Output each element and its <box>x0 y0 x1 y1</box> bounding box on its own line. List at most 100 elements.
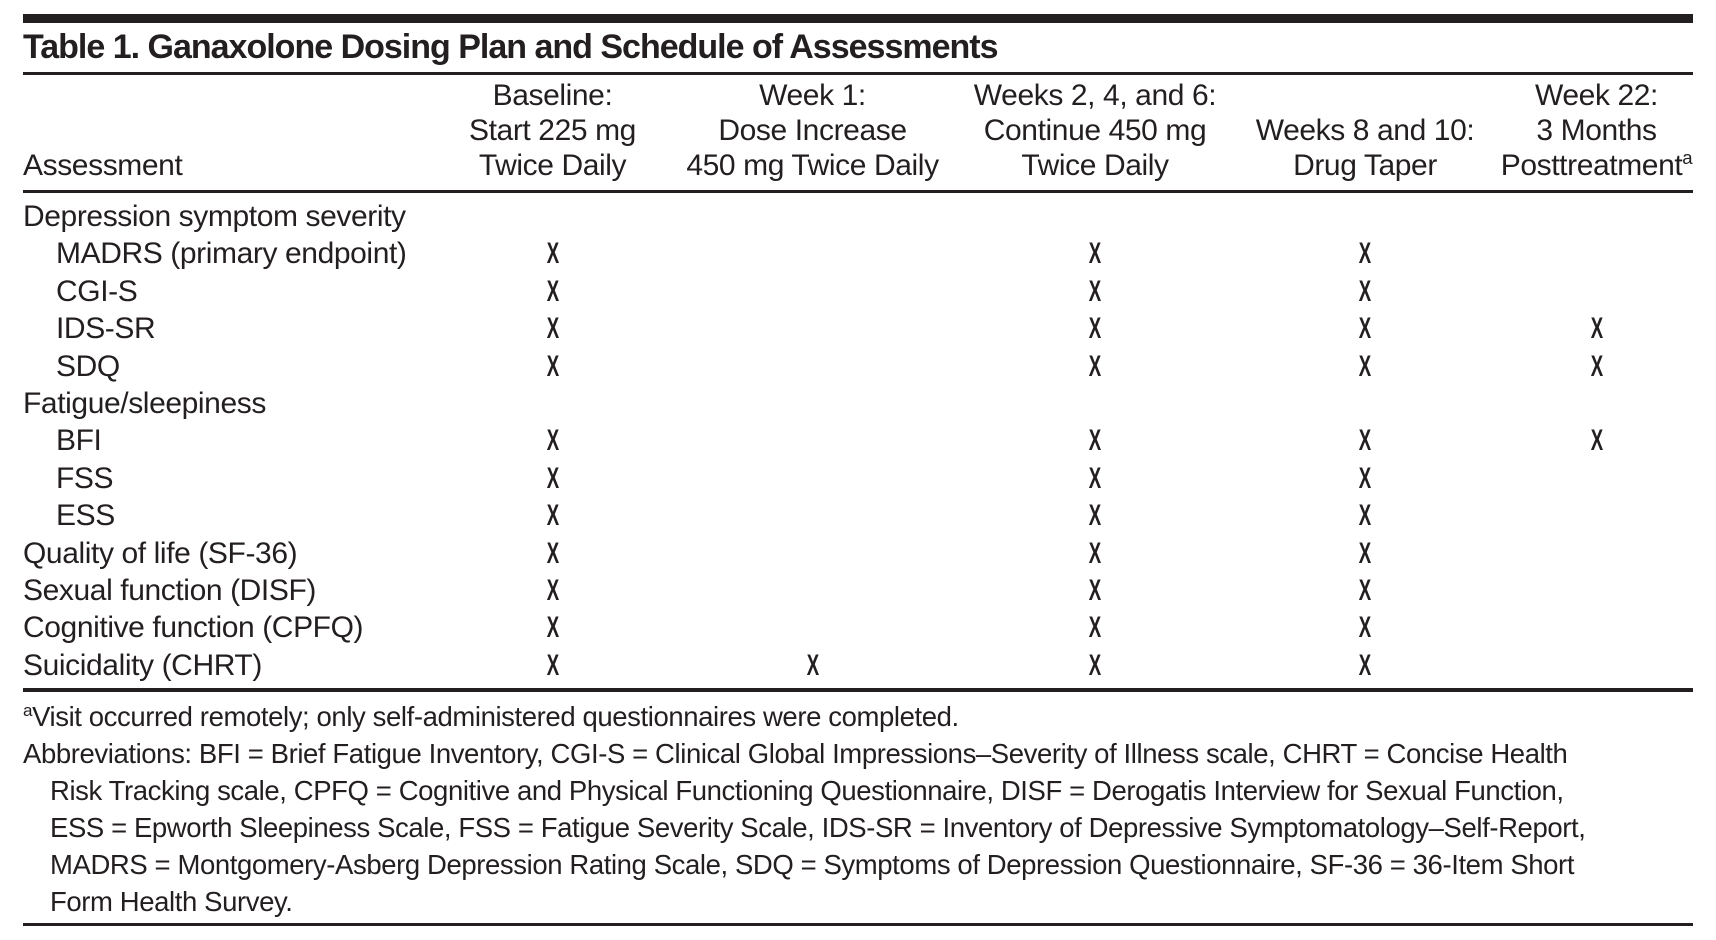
mark-cell <box>665 310 960 347</box>
header-rule <box>23 190 1693 193</box>
mark-cell: X <box>960 235 1230 272</box>
table-row: BFI X X X X <box>23 422 1693 459</box>
column-header: Week 22: 3 Months Posttreatmenta <box>1500 78 1693 183</box>
mark-cell: X <box>440 497 665 534</box>
mark-cell: X <box>440 460 665 497</box>
column-header-line: Drug Taper <box>1293 149 1437 182</box>
mark-cell: X <box>665 647 960 684</box>
mark-cell <box>665 235 960 272</box>
x-mark: X <box>1358 312 1372 346</box>
mark-cell <box>1500 385 1693 422</box>
mark-cell: X <box>440 609 665 646</box>
x-mark: X <box>1088 461 1102 495</box>
column-header-line: 450 mg Twice Daily <box>686 149 939 182</box>
x-mark: X <box>1358 424 1372 458</box>
column-header-line: Baseline: <box>492 79 613 112</box>
x-mark: X <box>1358 461 1372 495</box>
mark-cell <box>1500 497 1693 534</box>
x-mark: X <box>806 648 819 682</box>
mark-cell: X <box>1230 273 1500 310</box>
column-header-line: Twice Daily <box>1021 149 1169 182</box>
mark-cell: X <box>960 348 1230 385</box>
table-title: Table 1. Ganaxolone Dosing Plan and Sche… <box>23 28 999 66</box>
mark-cell: X <box>1230 460 1500 497</box>
column-header-line: Weeks 8 and 10: <box>1255 114 1475 147</box>
mark-cell <box>960 198 1230 235</box>
x-mark: X <box>1088 573 1102 607</box>
x-mark: X <box>546 274 559 308</box>
row-label: Cognitive function (CPFQ) <box>23 611 364 645</box>
x-mark: X <box>546 424 559 458</box>
mark-cell: X <box>1230 348 1500 385</box>
column-header: Baseline: Start 225 mg Twice Daily <box>440 78 665 183</box>
footnote-visit-note: aVisit occurred remotely; only self-admi… <box>23 700 959 733</box>
x-mark: X <box>1088 312 1102 346</box>
abbreviations-line: Risk Tracking scale, CPFQ = Cognitive an… <box>50 775 1564 807</box>
mark-cell: X <box>960 497 1230 534</box>
mark-cell: X <box>960 535 1230 572</box>
column-header-line: Twice Daily <box>478 149 627 182</box>
x-mark: X <box>546 499 559 533</box>
x-mark: X <box>1358 499 1372 533</box>
mark-cell <box>665 460 960 497</box>
x-mark: X <box>1358 237 1372 271</box>
assessment-column-header: Assessment <box>23 148 440 183</box>
table-row: CGI-S X X X <box>23 273 1693 310</box>
mark-cell <box>665 385 960 422</box>
row-label: ESS <box>56 499 115 533</box>
mark-cell: X <box>1230 535 1500 572</box>
x-mark: X <box>1590 349 1603 383</box>
table-row: IDS-SR X X X X <box>23 310 1693 347</box>
mark-cell: X <box>1500 310 1693 347</box>
column-header-line: Week 1: <box>759 79 866 112</box>
mark-cell <box>1500 647 1693 684</box>
abbreviations-line: MADRS = Montgomery-Asberg Depression Rat… <box>50 849 1575 881</box>
x-mark: X <box>1358 648 1372 682</box>
mark-cell <box>960 385 1230 422</box>
x-mark: X <box>546 648 559 682</box>
mark-cell <box>1500 572 1693 609</box>
mark-cell <box>665 198 960 235</box>
mark-cell: X <box>1500 422 1693 459</box>
mark-cell <box>440 385 665 422</box>
x-mark: X <box>1590 312 1603 346</box>
x-mark: X <box>1590 424 1603 458</box>
table-row: Quality of life (SF-36) X X X <box>23 535 1693 572</box>
x-mark: X <box>546 573 559 607</box>
mark-cell: X <box>960 273 1230 310</box>
mark-cell: X <box>960 572 1230 609</box>
table-row: MADRS (primary endpoint) X X X <box>23 235 1693 272</box>
mark-cell: X <box>960 460 1230 497</box>
mark-cell: X <box>1230 310 1500 347</box>
x-mark: X <box>1358 573 1372 607</box>
x-mark: X <box>1358 274 1372 308</box>
table-row: FSS X X X <box>23 460 1693 497</box>
mark-cell <box>1230 385 1500 422</box>
mark-cell: X <box>440 235 665 272</box>
footnotes: aVisit occurred remotely; only self-admi… <box>23 698 1693 920</box>
column-header-line: 3 Months <box>1536 114 1657 147</box>
mark-cell <box>1500 535 1693 572</box>
row-label: Fatigue/sleepiness <box>23 386 266 420</box>
title-rule <box>23 72 1693 75</box>
x-mark: X <box>1088 499 1102 533</box>
x-mark: X <box>546 536 559 570</box>
abbreviations-line: Form Health Survey. <box>50 886 293 918</box>
x-mark: X <box>546 461 559 495</box>
x-mark: X <box>1358 536 1372 570</box>
table-body: Depression symptom severity MADRS (primar… <box>23 193 1693 688</box>
mark-cell <box>1500 460 1693 497</box>
mark-cell: X <box>440 572 665 609</box>
column-header-line: Weeks 2, 4, and 6: <box>973 79 1217 112</box>
x-mark: X <box>546 611 559 645</box>
mark-cell: X <box>440 310 665 347</box>
top-bar <box>23 14 1693 23</box>
row-label: Depression symptom severity <box>23 200 406 233</box>
mark-cell: X <box>440 535 665 572</box>
table-header-row: Assessment Baseline: Start 225 mg Twice Da… <box>23 75 1693 190</box>
mark-cell: X <box>1500 348 1693 385</box>
table-row: Fatigue/sleepiness <box>23 385 1693 422</box>
table-row: Sexual function (DISF) X X X <box>23 572 1693 609</box>
x-mark: X <box>1088 424 1102 458</box>
